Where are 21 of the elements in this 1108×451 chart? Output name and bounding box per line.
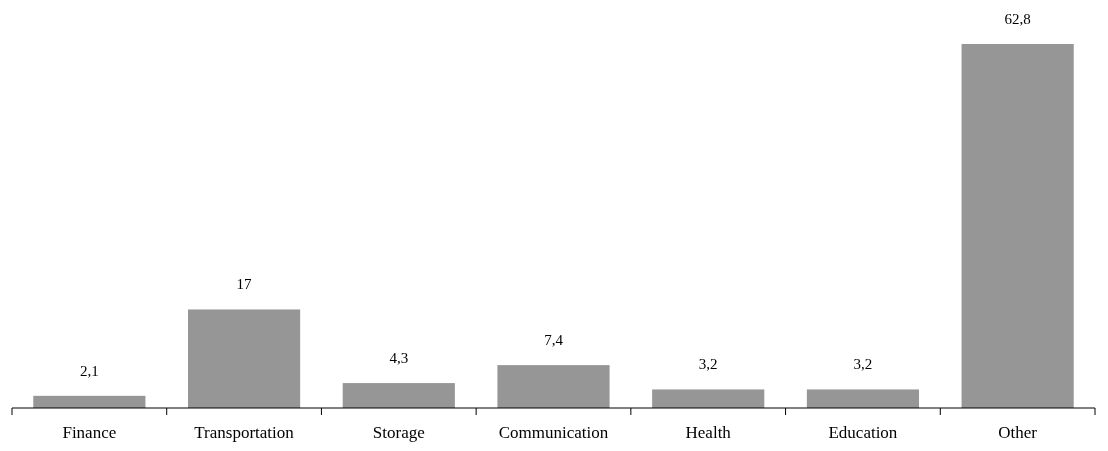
x-tick-label: Transportation bbox=[194, 423, 295, 442]
bar bbox=[497, 365, 610, 408]
bar bbox=[806, 389, 920, 408]
x-tick-label: Communication bbox=[498, 423, 609, 442]
bar bbox=[342, 383, 455, 408]
data-label: 17 bbox=[236, 276, 253, 293]
data-label: 3,2 bbox=[698, 356, 718, 373]
bar bbox=[187, 309, 301, 408]
x-tick-label: Health bbox=[685, 423, 732, 442]
data-label: 4,3 bbox=[389, 350, 409, 367]
x-tick-label: Education bbox=[828, 423, 898, 442]
bar bbox=[33, 395, 146, 408]
data-label: 62,8 bbox=[1004, 11, 1031, 27]
data-label: 2,1 bbox=[79, 362, 99, 379]
data-label: 7,4 bbox=[544, 332, 564, 349]
data-label: 3,2 bbox=[853, 356, 873, 373]
bar bbox=[652, 389, 765, 408]
x-tick-label: Storage bbox=[372, 423, 425, 442]
x-tick-label: Other bbox=[998, 423, 1038, 442]
x-tick-label: Finance bbox=[62, 423, 117, 442]
bar bbox=[961, 44, 1074, 408]
